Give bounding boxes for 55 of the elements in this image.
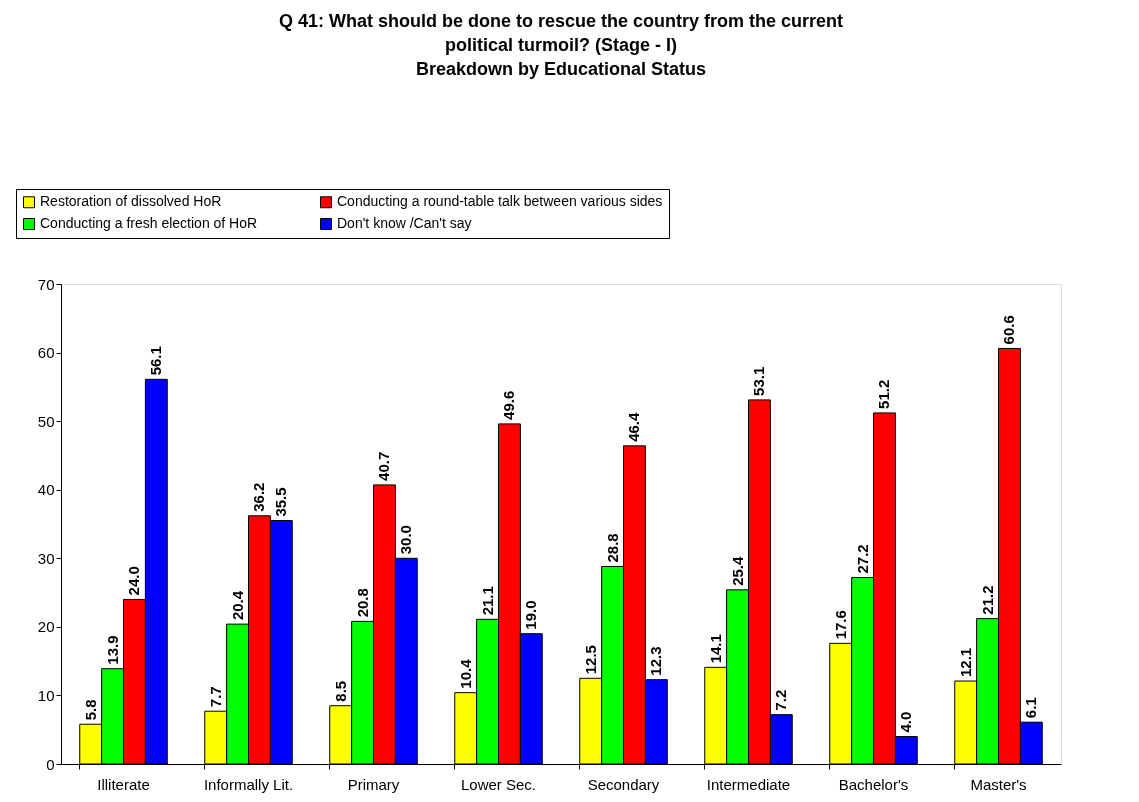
data-label: 28.8 [603,533,621,563]
data-label: 17.6 [831,610,849,640]
data-label: 12.1 [956,647,974,678]
text: Q 41: What should be done to rescue the country from the current [278,10,844,31]
data-label: 12.5 [581,645,599,675]
data-label: 53.1 [750,366,768,396]
data-label: 30.0 [397,525,415,555]
data-label: 10.4 [456,658,474,689]
data-label: 14.1 [706,634,724,664]
data-label: 8.5 [331,680,349,702]
y-tick-label: 40 [37,481,55,499]
data-label: 5.8 [81,699,99,721]
data-label: 56.1 [147,346,165,376]
data-label: 36.2 [250,482,268,512]
x-tick-label: Lower Sec. [460,775,537,793]
data-label: 49.6 [500,390,518,420]
data-label: 25.4 [728,555,746,586]
y-tick-label: 70 [37,275,55,293]
data-label: 13.9 [103,635,121,665]
x-tick-label: Primary [347,775,400,793]
legend-label: Don't know /Can't say [337,215,472,231]
data-label: 35.5 [272,487,290,517]
x-tick-label: Bachelor's [838,775,909,793]
data-label: 20.4 [228,590,246,621]
data-label: 7.7 [206,686,224,708]
x-tick-label: Secondary [587,775,660,793]
x-tick-label: Informally Lit. [203,775,294,793]
data-label: 21.1 [478,586,496,616]
data-label: 46.4 [625,411,643,442]
text: political turmoil? (Stage - I) [444,34,678,55]
x-tick-label: Intermediate [706,775,791,793]
data-label: 40.7 [375,451,393,481]
data-label: 6.1 [1022,697,1040,719]
y-tick-label: 30 [37,549,55,567]
x-tick-label: Master's [970,775,1027,793]
data-label: 19.0 [522,600,540,630]
legend-label: Conducting a fresh election of HoR [40,215,258,231]
data-label: 4.0 [897,711,915,733]
y-tick-label: 60 [37,344,55,362]
legend-label: Conducting a round-table talk between various sides [337,193,663,210]
data-label: 27.2 [853,544,871,574]
data-label: 20.8 [353,588,371,618]
y-tick-label: 10 [37,686,55,704]
data-label: 51.2 [875,379,893,409]
data-label: 21.2 [978,585,996,615]
data-label: 7.2 [772,689,790,711]
data-label: 12.3 [647,646,665,676]
x-tick-label: Illiterate [97,775,150,793]
legend-label: Restoration of dissolved HoR [40,193,222,210]
y-tick-label: 20 [37,618,55,636]
data-label: 24.0 [125,566,143,596]
data-label: 60.6 [1000,315,1018,345]
y-tick-label: 0 [46,755,55,773]
y-tick-label: 50 [37,412,55,430]
text: Breakdown by Educational Status [415,58,707,79]
